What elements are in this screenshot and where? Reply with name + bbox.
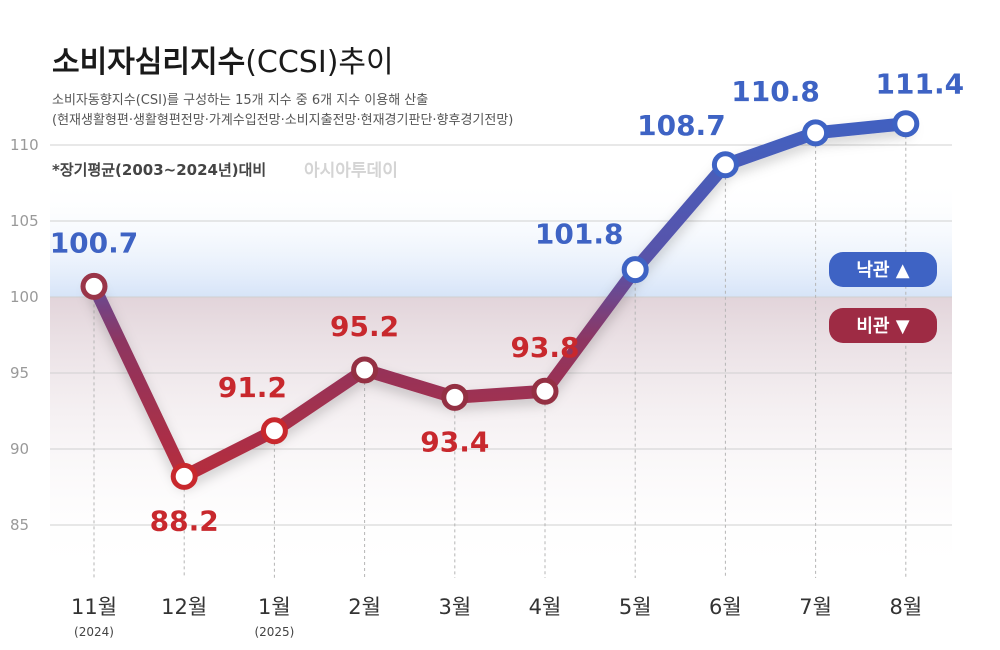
x-tick-label: 3월: [438, 595, 471, 619]
y-tick-label: 90: [10, 440, 29, 458]
chart-title: 소비자심리지수(CCSI)추이: [52, 45, 394, 80]
data-label: 100.7: [50, 226, 139, 259]
title-bold: 소비자심리지수: [52, 45, 245, 80]
background-bands: [50, 179, 952, 578]
series-line: [87, 117, 913, 483]
data-label: 91.2: [218, 371, 287, 404]
pessimism-band: [50, 297, 952, 578]
chart-note: *장기평균(2003~2024년)대비: [52, 161, 266, 179]
data-point: [711, 151, 739, 179]
x-tick-label: 12월: [161, 595, 207, 619]
x-tick-label: 1월: [258, 595, 291, 619]
y-tick-label: 95: [10, 364, 29, 382]
data-label: 108.7: [637, 109, 726, 142]
data-label: 88.2: [150, 504, 219, 537]
data-point: [441, 383, 469, 411]
data-label: 93.8: [510, 331, 579, 364]
x-year-label: (2024): [74, 625, 114, 639]
data-point: [170, 462, 198, 490]
x-tick-label: 5월: [619, 595, 652, 619]
x-tick-label: 11월: [71, 595, 117, 619]
x-tick-label: 6월: [709, 595, 742, 619]
x-tick-label: 4월: [529, 595, 562, 619]
legend-pessimism-label: 비관 ▼: [856, 316, 909, 337]
data-points: [80, 110, 920, 490]
data-labels: 100.7 88.2 91.2 95.2 93.4 93.8 101.8 108.7110.8…: [50, 68, 964, 538]
legend-optimism-label: 낙관 ▲: [856, 260, 909, 281]
data-label: 110.8: [731, 75, 820, 108]
y-tick-label: 110: [10, 136, 39, 154]
x-year-label: (2025): [254, 625, 294, 639]
data-label: 93.4: [420, 425, 489, 458]
series-polyline: [87, 117, 913, 483]
x-tick-label: 8월: [889, 595, 922, 619]
data-label: 111.4: [876, 68, 965, 101]
y-tick-label: 100: [10, 288, 39, 306]
data-label: 101.8: [535, 218, 624, 251]
chart-subtitle-line2: (현재생활형편·생활형편전망·가계수입전망·소비지출전망·현재경기판단·향후경기…: [52, 113, 513, 128]
data-point: [351, 356, 379, 384]
watermark: 아시아투데이: [304, 161, 398, 181]
legend-optimism: 낙관 ▲: [829, 252, 937, 287]
axis-labels: 110 105 100 95 90 85 11월 (2024) 12월 1월 (2025) 2월 3월 4…: [10, 136, 922, 639]
y-tick-label: 105: [10, 212, 39, 230]
data-label: 95.2: [330, 310, 399, 343]
chart-subtitle-line1: 소비자동향지수(CSI)를 구성하는 15개 지수 중 6개 지수 이용해 산출: [52, 93, 428, 108]
data-point: [260, 417, 288, 445]
title-rest: (CCSI)추이: [245, 45, 393, 80]
legend-pessimism: 비관 ▼: [829, 308, 937, 343]
data-point: [892, 110, 920, 138]
x-tick-label: 2월: [348, 595, 381, 619]
data-point: [531, 377, 559, 405]
drop-lines: [93, 123, 907, 578]
grid-lines: [50, 144, 952, 526]
optimism-band: [50, 179, 952, 297]
y-tick-label: 85: [10, 516, 29, 534]
data-point: [80, 272, 108, 300]
x-tick-label: 7월: [799, 595, 832, 619]
data-point: [621, 256, 649, 284]
data-point: [802, 119, 830, 147]
